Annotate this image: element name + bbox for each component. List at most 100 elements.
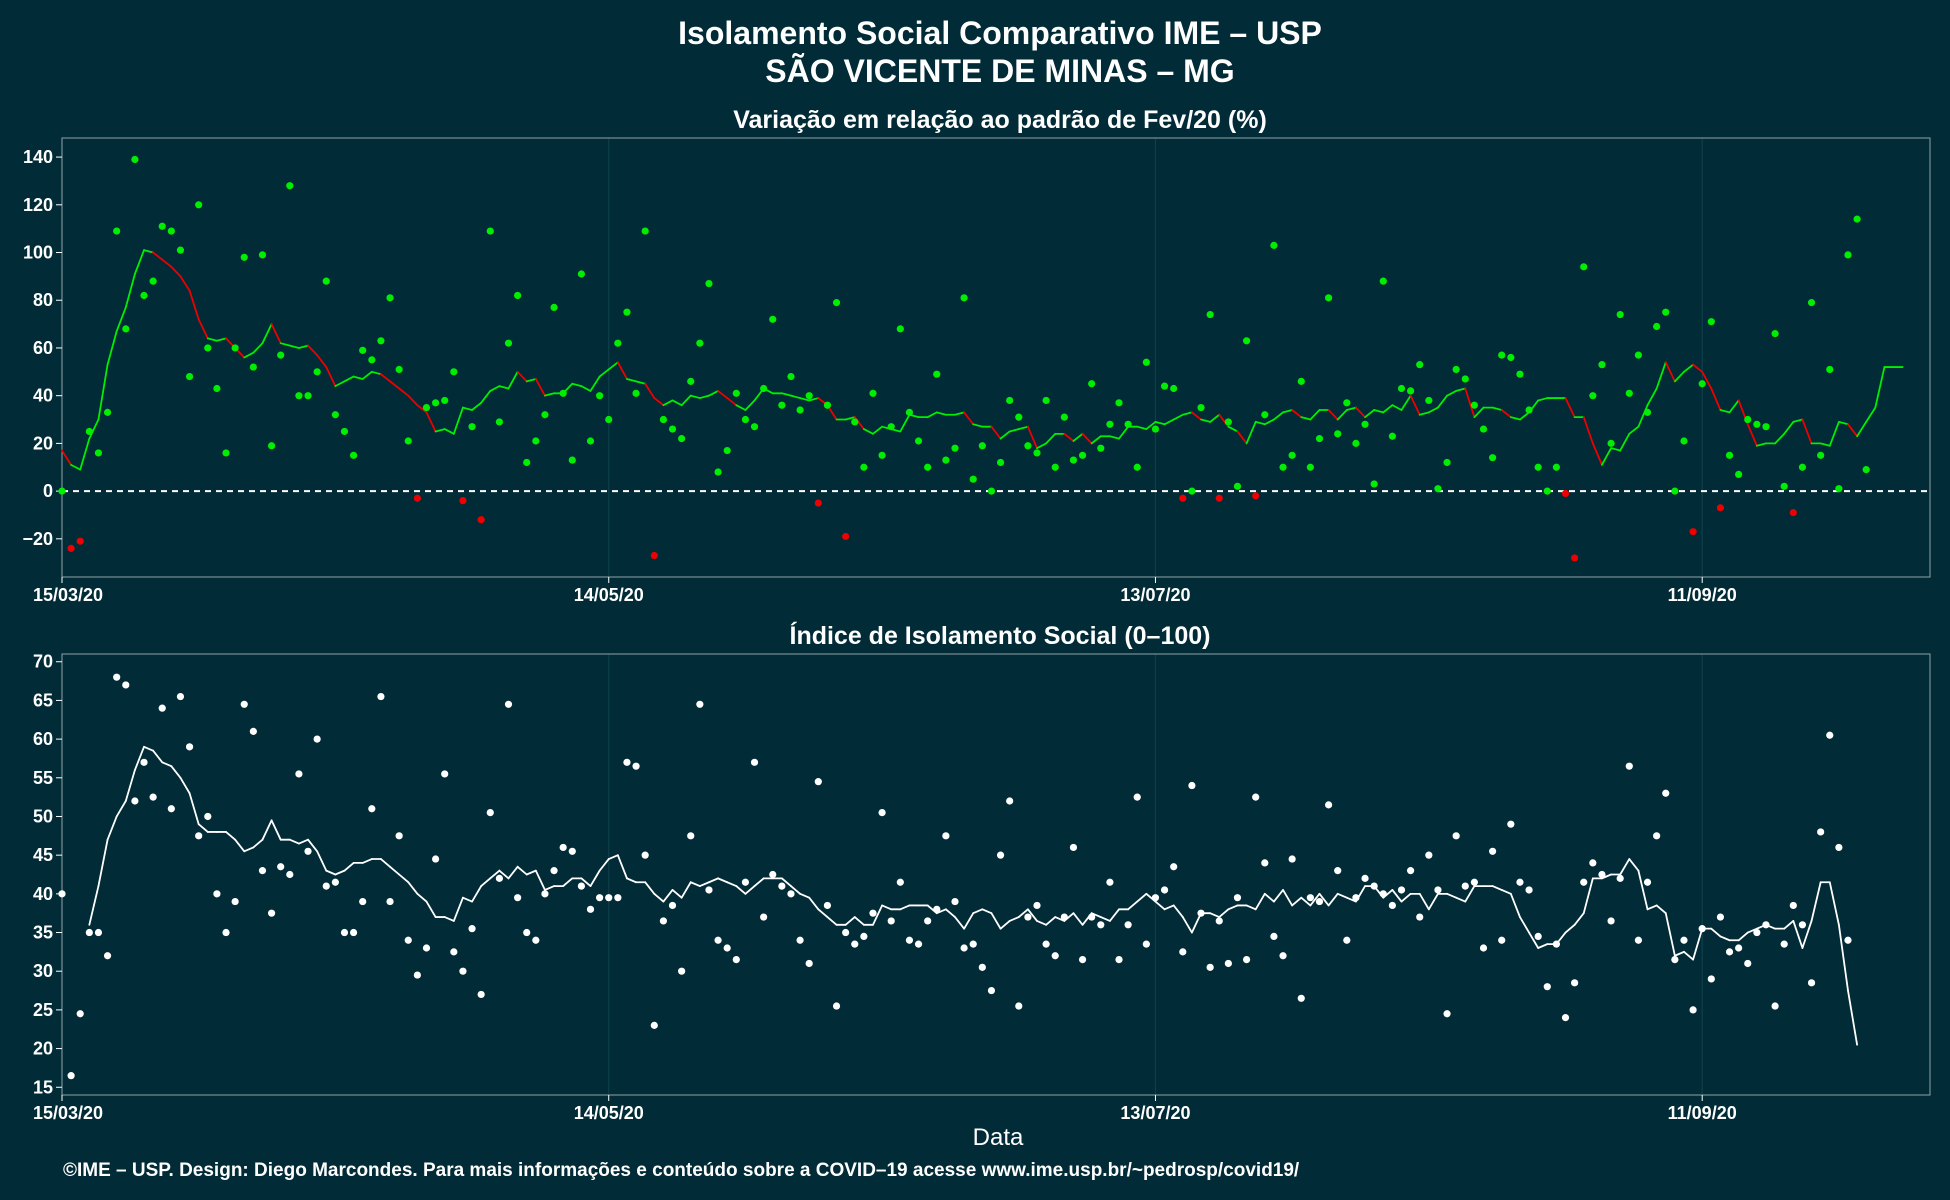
data-point (1771, 330, 1779, 338)
data-point (678, 967, 686, 975)
data-point (131, 155, 139, 164)
trend-segment (1263, 418, 1275, 426)
trend-segment (152, 749, 164, 764)
data-point (85, 427, 93, 436)
data-point (131, 797, 139, 805)
data-point (1580, 263, 1588, 271)
data-point (1798, 921, 1807, 929)
data-point (313, 368, 321, 376)
data-point (504, 700, 513, 708)
data-point (286, 182, 294, 190)
trend-segment (380, 858, 391, 868)
data-point (113, 227, 121, 235)
data-point (1716, 504, 1725, 512)
panel-2-title: Índice de Isolamento Social (0–100) (790, 621, 1211, 650)
data-point (1261, 859, 1269, 867)
data-point (1051, 952, 1059, 960)
data-point (605, 894, 613, 902)
trend-segment (507, 370, 519, 390)
data-point (167, 805, 175, 813)
data-point (1151, 894, 1160, 902)
data-point (94, 928, 103, 937)
data-point (76, 1010, 84, 1018)
data-point (1115, 956, 1123, 964)
data-point (1215, 494, 1223, 502)
trend-segment (343, 861, 355, 872)
trend-segment (954, 411, 966, 416)
data-point (1252, 492, 1260, 500)
data-point (1252, 793, 1260, 801)
data-point (1160, 886, 1169, 894)
data-point (441, 770, 449, 778)
data-point (1516, 878, 1524, 886)
panel-isolation-index: 15 20 25 30 35 40 45 50 55 60 65 70 15/03/20 14/05/20… (33, 652, 1931, 1123)
trend-segment (1573, 912, 1585, 926)
data-point (304, 392, 312, 400)
trend-segment (972, 423, 984, 428)
trend-segment (1801, 920, 1813, 949)
data-point (668, 425, 677, 433)
data-point (1571, 979, 1579, 987)
trend-segment (1755, 442, 1767, 447)
data-point (67, 544, 75, 552)
trend-segment (1628, 858, 1640, 872)
data-point (231, 897, 239, 906)
data-point (1388, 432, 1396, 440)
data-point (1589, 859, 1597, 867)
trend-segment (316, 850, 328, 872)
data-point (723, 944, 731, 952)
data-point (222, 928, 230, 937)
data-point (1197, 404, 1205, 412)
y-tick-label: 120 (23, 195, 53, 215)
trend-segment (124, 273, 136, 309)
trend-segment (1710, 927, 1722, 938)
trend-segment (1245, 904, 1257, 911)
trend-segment (1245, 421, 1257, 445)
data-point (1643, 408, 1652, 416)
trend-segment (1400, 394, 1412, 411)
data-point (1798, 463, 1807, 471)
x-axis-label: Data (973, 1124, 1024, 1151)
data-point (1352, 894, 1360, 902)
chart-title-line-1: Isolamento Social Comparativo IME – USP (678, 15, 1322, 51)
data-point (1270, 932, 1278, 940)
data-point (1716, 913, 1725, 921)
trend-segment (990, 912, 1002, 930)
data-point (1507, 353, 1515, 362)
trend-segment (489, 869, 501, 880)
data-point (340, 928, 349, 937)
trend-segment (1391, 404, 1403, 411)
trend-segment (1646, 904, 1658, 911)
data-point (1862, 466, 1870, 474)
trend-segment (1728, 399, 1740, 414)
trend-segment (963, 912, 975, 930)
trend-segment (1828, 881, 1840, 926)
trend-segment (534, 869, 546, 891)
trend-segment (635, 380, 647, 385)
trend-segment (1874, 366, 1886, 409)
trend-segment (580, 877, 592, 888)
data-point (1297, 377, 1305, 385)
data-point (1060, 413, 1068, 421)
trend-segment (1345, 406, 1357, 411)
data-point (1060, 913, 1068, 921)
trend-segment (644, 382, 656, 399)
x-tick-label: 14/05/20 (574, 585, 644, 605)
data-point (987, 487, 996, 495)
trend-segment (452, 896, 464, 922)
y-tick-label: 70 (33, 652, 53, 672)
trend-segment (88, 418, 100, 440)
trend-segment (1701, 370, 1713, 390)
trend-segment (298, 344, 309, 349)
data-point (58, 890, 66, 898)
data-point (796, 406, 804, 414)
plot-frame (61, 653, 1931, 1096)
data-point (568, 847, 576, 855)
data-point (249, 363, 257, 371)
data-point (586, 905, 595, 913)
trend-segment (1528, 931, 1540, 949)
data-point (978, 442, 986, 450)
trend-segment (1637, 869, 1649, 911)
trend-segment (525, 378, 537, 383)
trend-segment (1601, 447, 1612, 466)
